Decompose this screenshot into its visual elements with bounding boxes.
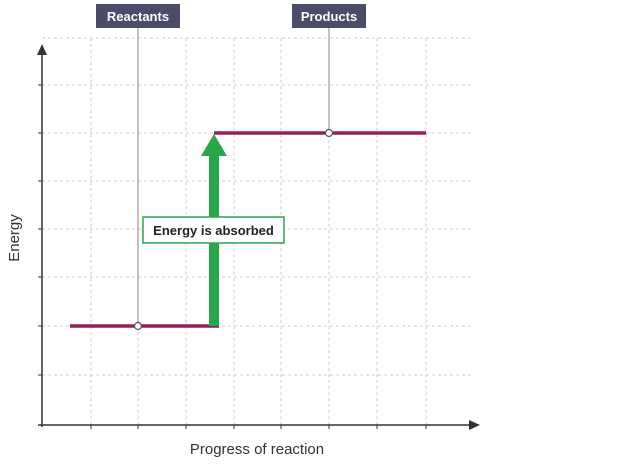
y-axis-label: Energy [6, 214, 23, 262]
energy-absorbed-annotation: Energy is absorbed [142, 216, 285, 244]
annotation-text: Energy is absorbed [153, 223, 274, 238]
products-marker [324, 128, 334, 138]
reactants-marker [133, 321, 143, 331]
axes [37, 44, 480, 430]
x-axis-ticks [90, 425, 427, 429]
x-axis-label: Progress of reaction [190, 441, 324, 458]
y-axis-ticks [38, 84, 42, 376]
y-axis-arrowhead [37, 44, 47, 55]
products-callout: Products [292, 4, 366, 28]
reactants-label: Reactants [107, 9, 169, 24]
reactants-callout: Reactants [96, 4, 180, 28]
products-label: Products [301, 9, 357, 24]
x-axis-arrowhead [469, 420, 480, 430]
